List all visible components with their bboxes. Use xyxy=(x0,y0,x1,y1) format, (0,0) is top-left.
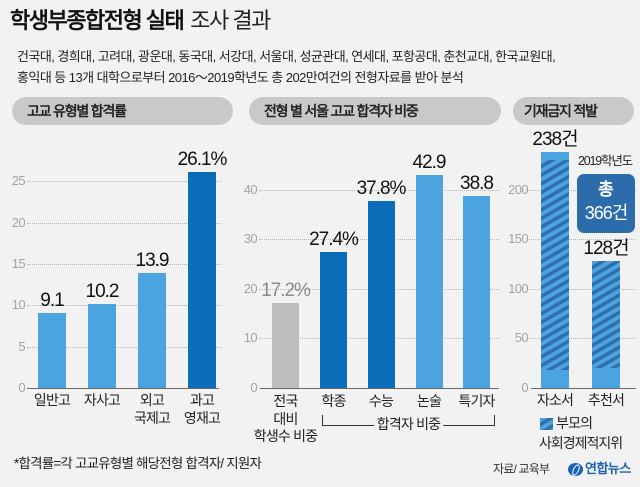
category-label: 전국 대비 학생수 비중 xyxy=(253,393,318,444)
category-label: 과고 영재고 xyxy=(183,392,221,426)
legend-label-line-1: 부모의 xyxy=(556,415,593,431)
footnote: *합격률=각 고교유형별 해당전형 합격자/ 지원자 xyxy=(14,456,262,471)
source-credit: 자료/ 교육부 xyxy=(493,462,550,476)
value-label: 17.2% xyxy=(261,279,311,301)
y-tick-label: 40 xyxy=(243,181,258,197)
legend-label-line-2: 사회경제적지위 xyxy=(539,435,623,451)
gridline xyxy=(259,189,499,191)
bar xyxy=(367,200,395,388)
value-label: 42.9 xyxy=(412,152,447,174)
bar xyxy=(38,312,66,388)
page-title: 학생부종합전형 실태 조사 결과 xyxy=(10,7,271,35)
chart-3-title: 기재금지 적발 xyxy=(513,97,634,125)
category-label: 논술 xyxy=(416,393,442,409)
subtitle-line-2: 홍익대 등 13개 대학으로부터 2016～2019학년도 총 202만여건의 … xyxy=(17,70,464,85)
bar xyxy=(88,303,116,388)
value-label: 38.8 xyxy=(460,172,494,194)
legend-hatch-swatch xyxy=(540,418,553,430)
value-label: 238건 xyxy=(532,128,578,150)
bar xyxy=(463,195,490,388)
y-tick-label: 100 xyxy=(508,280,528,296)
chart-pass-rate-by-school-type: 0 5 10 15 20 25 9.1 일반고 10.2 자사고 13.9 외고 국제고 26.1% 과고… xyxy=(0,130,236,450)
y-tick-label: 50 xyxy=(514,330,529,346)
gridline xyxy=(27,264,221,265)
bar xyxy=(320,252,347,388)
gridline xyxy=(27,181,221,183)
group-bracket-label: 합격자 비중 xyxy=(373,415,444,433)
y-tick-label: 10 xyxy=(11,297,26,313)
bar xyxy=(415,175,443,388)
y-tick-label: 10 xyxy=(243,330,258,346)
value-label: 128건 xyxy=(583,238,629,260)
bar-hatch-segment xyxy=(592,261,620,369)
value-label: 9.1 xyxy=(40,289,64,311)
total-badge: 총 366건 xyxy=(577,174,635,233)
y-tick-label: 5 xyxy=(18,338,25,354)
chart-1-title: 고교 유형별 합격률 xyxy=(12,97,233,125)
y-tick-label: 20 xyxy=(11,214,26,230)
bar xyxy=(188,172,216,388)
group-bracket: 합격자 비중 xyxy=(322,415,495,433)
value-label: 26.1% xyxy=(177,149,228,171)
total-badge-line-2: 366건 xyxy=(584,203,629,223)
gridline xyxy=(529,239,636,241)
y-tick-label: 0 xyxy=(18,380,25,395)
bar xyxy=(138,273,166,388)
total-badge-line-1: 총 xyxy=(598,180,614,199)
gridline xyxy=(529,288,636,290)
title-regular: 조사 결과 xyxy=(190,8,271,33)
y-tick-label: 0 xyxy=(250,380,257,395)
annotation-year: 2019학년도 xyxy=(578,154,633,168)
gridline xyxy=(27,222,221,224)
value-label: 27.4% xyxy=(309,229,359,251)
yonhap-logo-icon xyxy=(568,463,583,476)
value-label: 10.2 xyxy=(85,280,120,302)
category-label: 학종 xyxy=(321,393,346,409)
value-label: 37.8% xyxy=(356,177,407,199)
category-label: 수능 xyxy=(368,393,394,409)
chart-seoul-share-by-admission-type: 0 10 20 30 40 17.2% 전국 대비 학생수 비중 27.4% 학종 37.8% 수능… xyxy=(236,130,506,450)
title-bold: 학생부종합전형 실태 xyxy=(10,8,185,33)
y-tick-label: 150 xyxy=(508,231,528,247)
x-axis-baseline xyxy=(27,388,219,389)
chart-2-title: 전형 별 서울 고교 합격자 비중 xyxy=(249,97,501,125)
bar xyxy=(272,302,299,388)
bar-hatch-segment xyxy=(541,159,569,371)
gridline xyxy=(27,305,221,307)
x-axis-baseline xyxy=(531,388,636,389)
category-label: 추천서 xyxy=(587,392,625,408)
category-label: 일반고 xyxy=(33,392,71,408)
gridline xyxy=(529,338,636,340)
logo-text: 연합뉴스 xyxy=(585,461,631,476)
gridline xyxy=(27,346,221,348)
y-tick-label: 15 xyxy=(11,256,26,271)
y-tick-label: 30 xyxy=(243,231,258,247)
value-label: 13.9 xyxy=(135,250,170,272)
category-label: 자소서 xyxy=(536,392,574,408)
x-axis-baseline xyxy=(260,388,499,389)
category-label: 외고 국제고 xyxy=(133,392,171,426)
category-label: 특기자 xyxy=(458,393,495,409)
y-tick-label: 200 xyxy=(508,181,528,197)
y-tick-label: 25 xyxy=(11,173,26,189)
subtitle-line-1: 건국대, 경희대, 고려대, 광운대, 동국대, 서강대, 서울대, 성균관대,… xyxy=(17,49,556,64)
y-tick-label: 20 xyxy=(243,280,258,296)
category-label: 자사고 xyxy=(83,392,121,408)
y-tick-label: 0 xyxy=(521,380,528,395)
